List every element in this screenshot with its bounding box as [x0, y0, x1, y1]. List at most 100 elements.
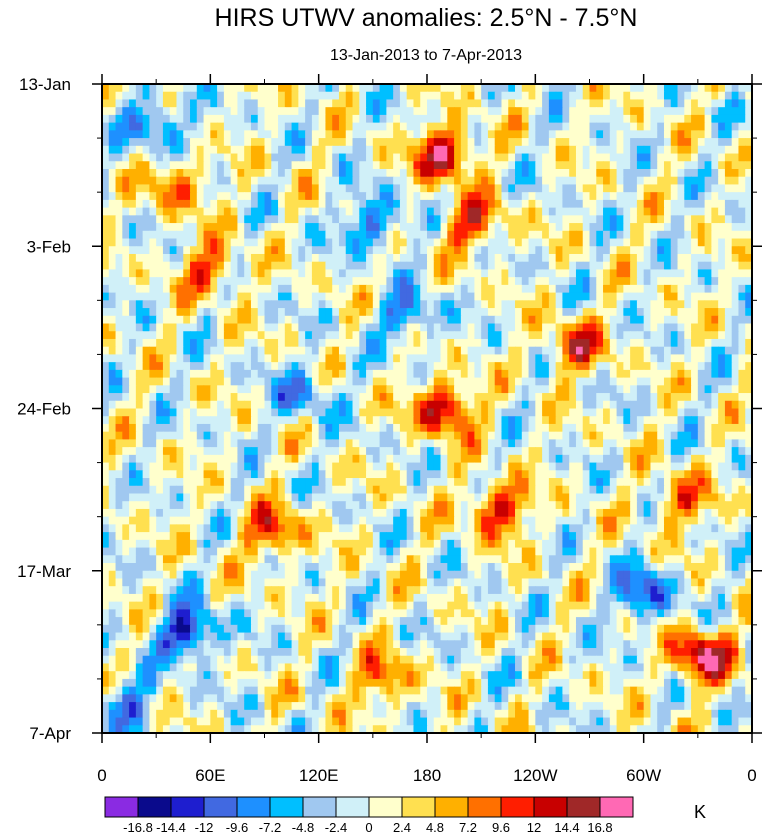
heatmap-cell [372, 454, 381, 464]
heatmap-cell [183, 447, 191, 456]
heatmap-cell [623, 84, 631, 93]
heatmap-cell [724, 300, 733, 309]
heatmap-cell [596, 269, 604, 278]
heatmap-cell [223, 346, 232, 356]
heatmap-cell [250, 292, 259, 301]
heatmap-cell [291, 393, 299, 402]
heatmap-cell [575, 192, 584, 201]
heatmap-cell [460, 308, 469, 317]
heatmap-cell [670, 199, 679, 209]
heatmap-cell [501, 308, 509, 317]
heatmap-cell [230, 454, 239, 464]
heatmap-cell [555, 238, 564, 247]
heatmap-cell [142, 184, 150, 193]
heatmap-cell [223, 478, 232, 487]
heatmap-cell [677, 346, 685, 356]
heatmap-cell [542, 393, 550, 402]
heatmap-cell [501, 207, 509, 216]
heatmap-cell [596, 99, 604, 108]
heatmap-cell [718, 454, 726, 464]
heatmap-cell [548, 207, 557, 216]
heatmap-cell [325, 470, 333, 479]
heatmap-cell [643, 246, 652, 255]
heatmap-cell [122, 385, 130, 394]
heatmap-cell [359, 454, 367, 464]
heatmap-cell [535, 107, 543, 116]
heatmap-cell [501, 238, 509, 247]
heatmap-cell [738, 114, 746, 124]
heatmap-cell [562, 462, 570, 471]
heatmap-cell [542, 261, 550, 271]
heatmap-cell [494, 447, 503, 456]
heatmap-cell [129, 199, 137, 209]
heatmap-cell [670, 107, 679, 116]
heatmap-cell [711, 478, 719, 487]
heatmap-cell [379, 261, 387, 271]
heatmap-cell [569, 153, 577, 162]
heatmap-cell [305, 369, 313, 379]
heatmap-cell [596, 253, 604, 263]
heatmap-cell [454, 292, 462, 301]
heatmap-cell [291, 199, 299, 209]
heatmap-cell [135, 346, 144, 356]
heatmap-cell [359, 354, 367, 363]
heatmap-cell [156, 161, 164, 170]
heatmap-cell [670, 145, 679, 155]
heatmap-cell [636, 122, 645, 131]
heatmap-cell [108, 238, 117, 247]
heatmap-cell [460, 192, 469, 201]
heatmap-cell [494, 331, 503, 340]
heatmap-cell [521, 192, 530, 201]
heatmap-cell [183, 99, 191, 108]
heatmap-cell [542, 454, 550, 464]
heatmap-cell [372, 377, 381, 386]
heatmap-cell [738, 423, 746, 433]
heatmap-cell [447, 269, 455, 278]
heatmap-cell [102, 408, 110, 417]
heatmap-cell [345, 447, 354, 456]
heatmap-cell [684, 145, 692, 155]
heatmap-cell [149, 300, 157, 309]
heatmap-cell [643, 99, 652, 108]
heatmap-cell [190, 362, 198, 371]
heatmap-cell [169, 192, 178, 201]
heatmap-cell [745, 478, 752, 487]
heatmap-cell [386, 439, 394, 448]
heatmap-cell [508, 122, 516, 131]
heatmap-cell [731, 462, 740, 471]
heatmap-cell [237, 192, 245, 201]
heatmap-cell [223, 84, 232, 93]
heatmap-cell [338, 91, 347, 101]
heatmap-cell [210, 138, 218, 147]
heatmap-cell [386, 323, 394, 332]
heatmap-cell [670, 439, 679, 448]
heatmap-cell [413, 423, 421, 433]
heatmap-cell [474, 138, 482, 147]
heatmap-cell [569, 261, 577, 271]
heatmap-cell [697, 385, 706, 394]
heatmap-cell [102, 223, 110, 232]
heatmap-cell [677, 99, 685, 108]
heatmap-cell [230, 153, 239, 162]
heatmap-cell [230, 145, 239, 155]
heatmap-cell [393, 284, 401, 294]
heatmap-cell [508, 215, 516, 224]
heatmap-cell [508, 230, 516, 240]
heatmap-cell [142, 114, 150, 124]
heatmap-cell [738, 261, 746, 271]
heatmap-cell [210, 168, 218, 178]
heatmap-cell [210, 470, 218, 479]
heatmap-cell [582, 447, 591, 456]
heatmap-cell [589, 277, 597, 286]
heatmap-cell [460, 261, 469, 271]
heatmap-cell [467, 308, 475, 317]
heatmap-cell [636, 223, 645, 232]
heatmap-cell [291, 323, 299, 332]
heatmap-cell [372, 470, 381, 479]
heatmap-cell [284, 408, 293, 417]
heatmap-cell [630, 145, 638, 155]
heatmap-cell [731, 91, 740, 101]
heatmap-cell [494, 184, 503, 193]
heatmap-cell [203, 84, 211, 93]
heatmap-cell [352, 99, 360, 108]
